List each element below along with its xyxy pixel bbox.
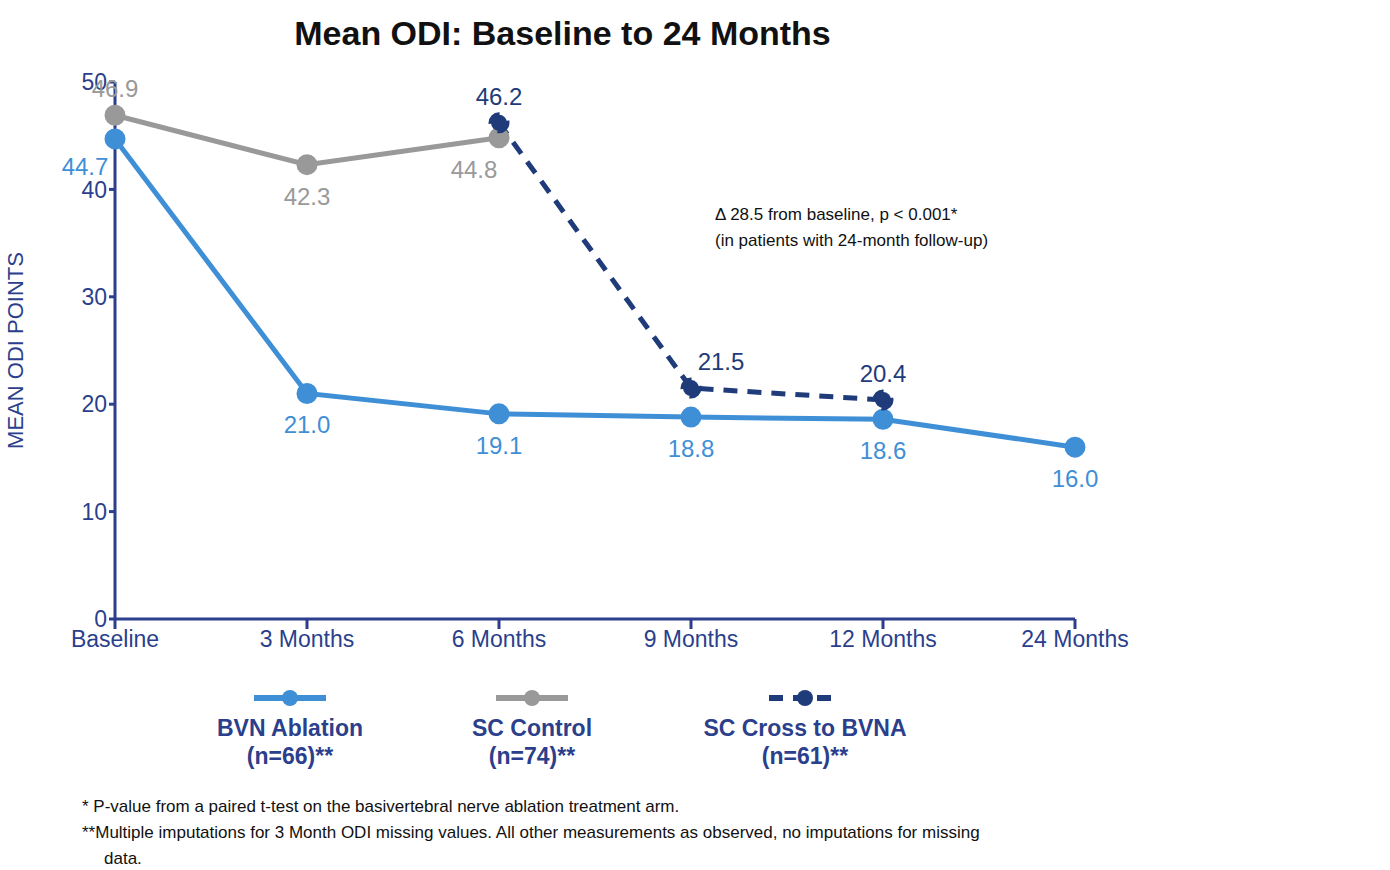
html-text:**Multiple imputations for 3 M: **Multiple imputations for 3 Month ODI m… xyxy=(82,823,980,868)
svg-text:44.8: 44.8 xyxy=(451,156,498,183)
svg-text:6 Months: 6 Months xyxy=(452,626,547,652)
svg-text:21.5: 21.5 xyxy=(698,348,745,375)
html-text:SC Cross to BVNA: SC Cross to BVNA xyxy=(703,715,907,741)
svg-text:MEAN ODI POINTS: MEAN ODI POINTS xyxy=(8,252,28,449)
svg-text:10: 10 xyxy=(81,499,107,525)
svg-text:30: 30 xyxy=(81,284,107,310)
svg-text:24 Months: 24 Months xyxy=(1021,626,1128,652)
html-text:BVN Ablation: BVN Ablation xyxy=(217,715,363,741)
svg-text:0: 0 xyxy=(94,606,107,632)
html-text:Mean ODI: Baseline to 24 Month: Mean ODI: Baseline to 24 Months xyxy=(294,14,831,52)
svg-text:18.6: 18.6 xyxy=(860,437,907,464)
svg-text:20.4: 20.4 xyxy=(860,360,907,387)
html-text:SC Control: SC Control xyxy=(471,715,592,741)
svg-text:18.8: 18.8 xyxy=(668,435,715,462)
svg-text:40: 40 xyxy=(81,177,107,203)
svg-text:19.1: 19.1 xyxy=(476,432,523,459)
svg-text:3 Months: 3 Months xyxy=(260,626,355,652)
svg-text:16.0: 16.0 xyxy=(1052,465,1099,492)
svg-text:44.7: 44.7 xyxy=(62,153,109,180)
html-text:(n=66)**: (n=66)** xyxy=(246,743,334,769)
svg-text:46.2: 46.2 xyxy=(476,83,523,110)
html-text:(n=74)**: (n=74)** xyxy=(488,743,576,769)
html-text:(in patients with 24-month fol: (in patients with 24-month follow-up) xyxy=(715,231,989,250)
svg-text:12 Months: 12 Months xyxy=(829,626,936,652)
svg-text:9 Months: 9 Months xyxy=(644,626,739,652)
html-text:Δ 28.5 from baseline, p < 0.00: Δ 28.5 from baseline, p < 0.001* xyxy=(715,205,958,224)
svg-text:46.9: 46.9 xyxy=(92,75,139,102)
svg-text:42.3: 42.3 xyxy=(284,183,331,210)
svg-text:20: 20 xyxy=(81,391,107,417)
svg-text:Baseline: Baseline xyxy=(71,626,159,652)
html-text:(n=61)**: (n=61)** xyxy=(761,743,849,769)
html-text:* P-value from a paired t-test: * P-value from a paired t-test on the ba… xyxy=(82,797,680,816)
svg-text:21.0: 21.0 xyxy=(284,411,331,438)
